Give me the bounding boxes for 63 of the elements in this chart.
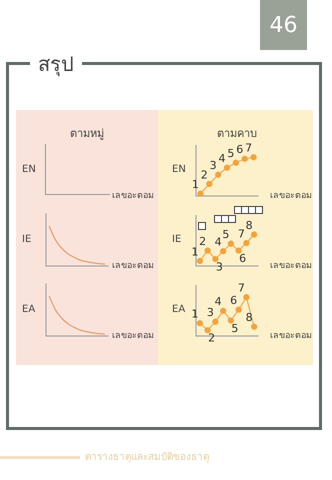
point <box>242 156 248 162</box>
annotation: 6 <box>230 294 238 307</box>
point <box>251 324 258 330</box>
annotation: 2 <box>208 332 216 345</box>
y-axis-title: EA <box>22 304 36 315</box>
annotation: 3 <box>216 260 223 274</box>
annotation: 1 <box>191 308 198 321</box>
annotation: 7 <box>245 142 252 155</box>
point <box>228 240 234 247</box>
text: เลขอะตอม <box>112 190 154 202</box>
annotation: 1 <box>192 178 199 192</box>
annotation: 5 <box>231 322 238 335</box>
point <box>196 258 203 264</box>
point <box>224 164 230 171</box>
text: ตารางธาตุและสมบัติของธาตุ <box>85 451 209 464</box>
y-axis-title: IE <box>172 234 182 245</box>
annotation: 4 <box>214 236 222 249</box>
point <box>204 247 211 254</box>
point <box>197 190 204 196</box>
annotation: 3 <box>206 306 214 320</box>
point <box>220 308 226 314</box>
annotation: 6 <box>239 252 246 265</box>
point <box>243 240 250 246</box>
annotation: 6 <box>236 143 244 156</box>
point <box>212 318 218 325</box>
text: 46 <box>260 0 307 50</box>
point <box>243 294 250 300</box>
chart-title: ตามคาบ <box>216 126 258 142</box>
text: ตามหมู่ <box>69 126 105 142</box>
point <box>228 317 234 324</box>
point <box>232 160 239 166</box>
y-axis-title: EN <box>172 164 186 175</box>
annotation: 1 <box>191 245 198 258</box>
y-axis-title: EA <box>172 304 186 315</box>
point <box>204 327 211 334</box>
point <box>250 154 257 160</box>
text: สรุป <box>30 48 82 80</box>
x-axis-title: เลขอะตอม <box>270 330 312 342</box>
point <box>220 248 226 254</box>
annotation: 3 <box>210 159 217 172</box>
point <box>212 256 218 262</box>
x-axis-title: เลขอะตอม <box>270 260 312 272</box>
point <box>196 320 203 326</box>
annotation: 7 <box>238 227 245 240</box>
annotation: 4 <box>218 152 226 166</box>
point <box>236 247 242 254</box>
annotation: 8 <box>246 218 253 232</box>
y-axis-title: IE <box>22 234 32 245</box>
x-axis-title: เลขอะตอม <box>112 260 154 272</box>
x-axis-title: เลขอะตอม <box>112 330 154 342</box>
point <box>236 306 242 313</box>
text: EN <box>22 164 36 175</box>
annotation: 8 <box>246 311 253 324</box>
annotation: 5 <box>227 147 234 160</box>
point <box>215 172 222 178</box>
point <box>206 180 212 188</box>
annotation: 7 <box>238 282 245 295</box>
annotation: 5 <box>222 228 230 241</box>
point <box>251 231 258 238</box>
annotation: 4 <box>214 295 222 308</box>
annotation: 2 <box>200 168 208 182</box>
annotation: 2 <box>199 234 206 248</box>
x-axis-title: เลขอะตอม <box>270 190 312 202</box>
